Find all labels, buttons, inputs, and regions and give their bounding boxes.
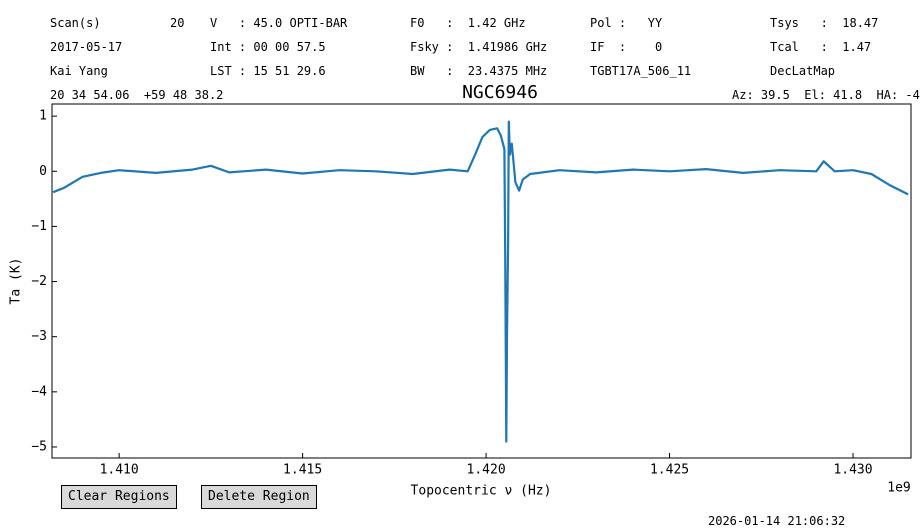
header-cell: LST : 15 51 29.6	[210, 64, 326, 78]
header-cell: V : 45.0 OPTI-BAR	[210, 16, 348, 30]
header-cell: Int : 00 00 57.5	[210, 40, 326, 54]
x-tick-label: 1.425	[650, 463, 689, 478]
y-tick-label: −5	[31, 439, 47, 454]
header-cell: IF : 0	[590, 40, 663, 54]
x-tick-label: 1.430	[833, 463, 872, 478]
header-cell: Pol : YY	[590, 16, 663, 30]
spectrum-line	[52, 120, 909, 443]
header-cell: TGBT17A_506_11	[590, 64, 692, 78]
timestamp: 2026-01-14 21:06:32	[708, 514, 846, 528]
y-tick-label: −1	[31, 219, 47, 234]
x-tick-label: 1.410	[100, 463, 139, 478]
header-cell: Tcal : 1.47	[770, 40, 872, 54]
delete-region-button[interactable]: Delete Region	[201, 485, 317, 509]
coordinates: 20 34 54.06 +59 48 38.2	[50, 88, 224, 102]
pointing: Az: 39.5 El: 41.8 HA: -4	[732, 88, 920, 102]
x-axis-label: Topocentric ν (Hz)	[411, 484, 552, 499]
header-cell: DecLatMap	[770, 64, 836, 78]
header-cell: Scan(s)	[50, 16, 101, 30]
y-axis-label: Ta (K)	[9, 258, 24, 305]
y-tick-label: −3	[31, 329, 47, 344]
y-tick-label: −2	[31, 274, 47, 289]
x-tick-label: 1.415	[283, 463, 322, 478]
chart-title: NGC6946	[462, 82, 538, 103]
header-cell: 20	[170, 16, 185, 30]
x-offset: 1e9	[887, 481, 910, 496]
clear-regions-button[interactable]: Clear Regions	[61, 485, 177, 509]
header-cell: 2017-05-17	[50, 40, 123, 54]
y-tick-label: 1	[39, 109, 47, 124]
header-cell: BW : 23.4375 MHz	[410, 64, 548, 78]
header-cell: Kai Yang	[50, 64, 108, 78]
y-tick-label: 0	[39, 164, 47, 179]
plot-frame	[51, 103, 912, 459]
header-cell: F0 : 1.42 GHz	[410, 16, 526, 30]
header-cell: Tsys : 18.47	[770, 16, 879, 30]
y-tick-label: −4	[31, 384, 47, 399]
x-tick-label: 1.420	[467, 463, 506, 478]
header-cell: Fsky : 1.41986 GHz	[410, 40, 548, 54]
